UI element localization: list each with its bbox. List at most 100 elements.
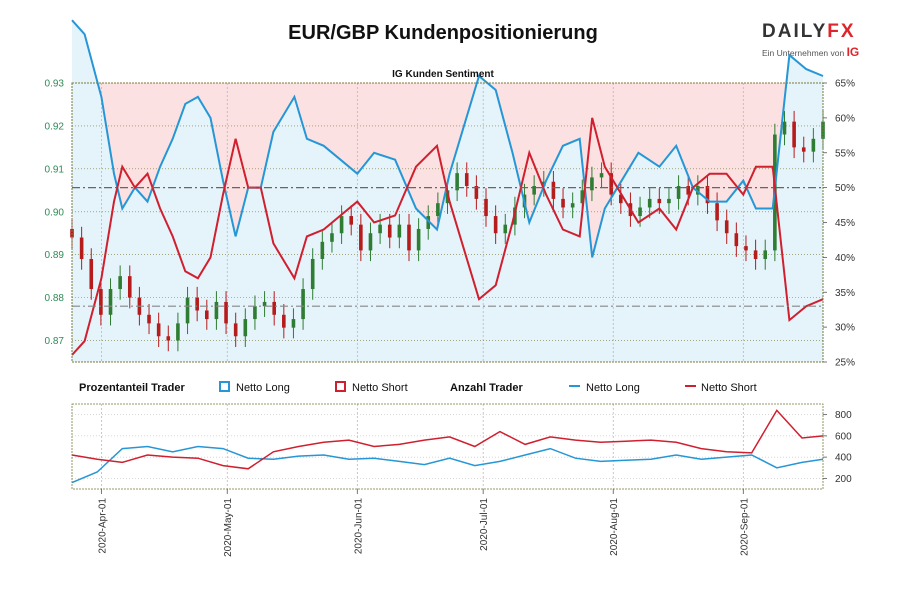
main-panel-frame: [71, 82, 824, 363]
candle-body: [503, 224, 508, 234]
date-tick-label: 2020-Aug-01: [609, 498, 620, 556]
count-tick-label: 200: [835, 474, 852, 485]
pct-tick-label: 25%: [835, 358, 855, 369]
candle-body: [368, 233, 373, 251]
date-tick-label: 2020-May-01: [223, 498, 234, 557]
candle-body: [224, 301, 228, 324]
candle-body: [619, 194, 623, 204]
candle-body: [176, 323, 180, 341]
candle-body: [262, 301, 267, 307]
candle-body: [436, 203, 440, 217]
price-tick-label: 0.90: [45, 207, 65, 218]
candle-body: [330, 233, 334, 242]
candle-body: [801, 147, 806, 152]
logo-brand: DAILYFX: [762, 22, 872, 42]
candle-body: [378, 224, 382, 234]
candle-body: [185, 297, 190, 324]
price-tick-label: 0.91: [45, 164, 65, 175]
candle-body: [474, 186, 479, 199]
candle-body: [79, 237, 84, 259]
candle-body: [127, 276, 132, 298]
price-tick-label: 0.93: [45, 79, 65, 90]
candle-body: [243, 319, 248, 337]
price-tick-label: 0.88: [45, 293, 65, 304]
netto-short-pct-line: [71, 117, 824, 356]
candle-body: [359, 224, 363, 251]
logo-tagline: Ein Unternehmen von IG: [762, 45, 872, 59]
date-axis-ticks: 2020-Apr-01 2020-May-01 2020-Jun-01 2020-Ju…: [97, 489, 750, 557]
candle-body: [744, 246, 748, 251]
price-tick-label: 0.92: [45, 121, 65, 132]
candle-body: [715, 203, 719, 221]
candle-body: [590, 177, 594, 191]
candle-body: [763, 250, 768, 259]
pct-tick-label: 65%: [835, 79, 855, 90]
candle-body: [753, 250, 758, 259]
candle-body: [118, 276, 122, 290]
candle-body: [108, 289, 113, 315]
date-tick-label: 2020-Sep-01: [739, 498, 750, 556]
pct-tick-label: 35%: [835, 288, 855, 299]
candle-body: [724, 220, 729, 234]
candle-body: [397, 224, 402, 238]
candle-body: [339, 216, 344, 234]
date-tick-label: 2020-Jun-01: [353, 498, 364, 555]
pct-tick-label: 45%: [835, 218, 855, 229]
pct-tick-label: 30%: [835, 323, 855, 334]
candle-body: [782, 121, 787, 135]
candle-body: [811, 138, 816, 152]
date-tick-label: 2020-Jul-01: [479, 498, 490, 551]
pct-tick-label: 60%: [835, 113, 855, 124]
legend-pct-short: Netto Short: [352, 382, 408, 394]
candle-body: [214, 301, 219, 320]
price-tick-label: 0.87: [45, 336, 65, 347]
candle-body: [291, 319, 296, 328]
candle-body: [301, 289, 305, 320]
pct-tick-label: 55%: [835, 148, 855, 159]
candle-body: [532, 186, 536, 195]
count-tick-label: 600: [835, 431, 852, 442]
legend-pct-short-swatch: [335, 381, 346, 392]
candle-body: [609, 173, 613, 195]
candle-body: [638, 207, 642, 217]
candle-body: [233, 323, 238, 337]
candle-body: [493, 216, 498, 234]
logo-tagline-text: Ein Unternehmen von: [762, 48, 845, 58]
candle-body: [272, 301, 276, 315]
price-axis-ticks: 0.87 0.88 0.89 0.90 0.91 0.92 0.93: [45, 79, 65, 348]
pct-tick-label: 50%: [835, 183, 855, 194]
candle-body: [253, 306, 257, 320]
candle-body: [686, 186, 691, 195]
logo-brand-accent: FX: [827, 21, 856, 42]
candle-body: [580, 190, 585, 204]
legend-pct-long: Netto Long: [236, 382, 290, 394]
legend-pct-long-swatch: [219, 381, 230, 392]
price-candles: [70, 110, 825, 352]
candle-body: [166, 336, 171, 341]
candle-body: [156, 323, 161, 337]
candle-body: [734, 233, 739, 247]
legend-count-long: Netto Long: [586, 382, 640, 394]
logo-brand-main: DAILY: [762, 21, 828, 42]
dailyfx-logo: DAILYFX Ein Unternehmen von IG: [762, 22, 872, 60]
candle-body: [647, 198, 652, 208]
count-axis-ticks: 200 400 600 800: [823, 410, 852, 485]
legend-count-title: Anzahl Trader: [450, 382, 523, 394]
candle-body: [89, 258, 94, 290]
candle-body: [416, 228, 421, 251]
netto-short-count-line: [71, 409, 824, 470]
count-tick-label: 800: [835, 410, 852, 421]
ig-mark: IG: [846, 45, 860, 59]
candle-body: [147, 314, 151, 324]
candle-body: [705, 186, 710, 204]
chart-subtitle: IG Kunden Sentiment: [392, 69, 494, 80]
candle-body: [667, 198, 671, 204]
candle-body: [282, 314, 286, 328]
candle-body: [599, 173, 604, 178]
candle-body: [99, 289, 103, 315]
candle-body: [310, 258, 315, 290]
chart-title: EUR/GBP Kundenpositionierung: [288, 22, 598, 44]
candle-body: [455, 173, 459, 191]
price-tick-label: 0.89: [45, 250, 65, 261]
